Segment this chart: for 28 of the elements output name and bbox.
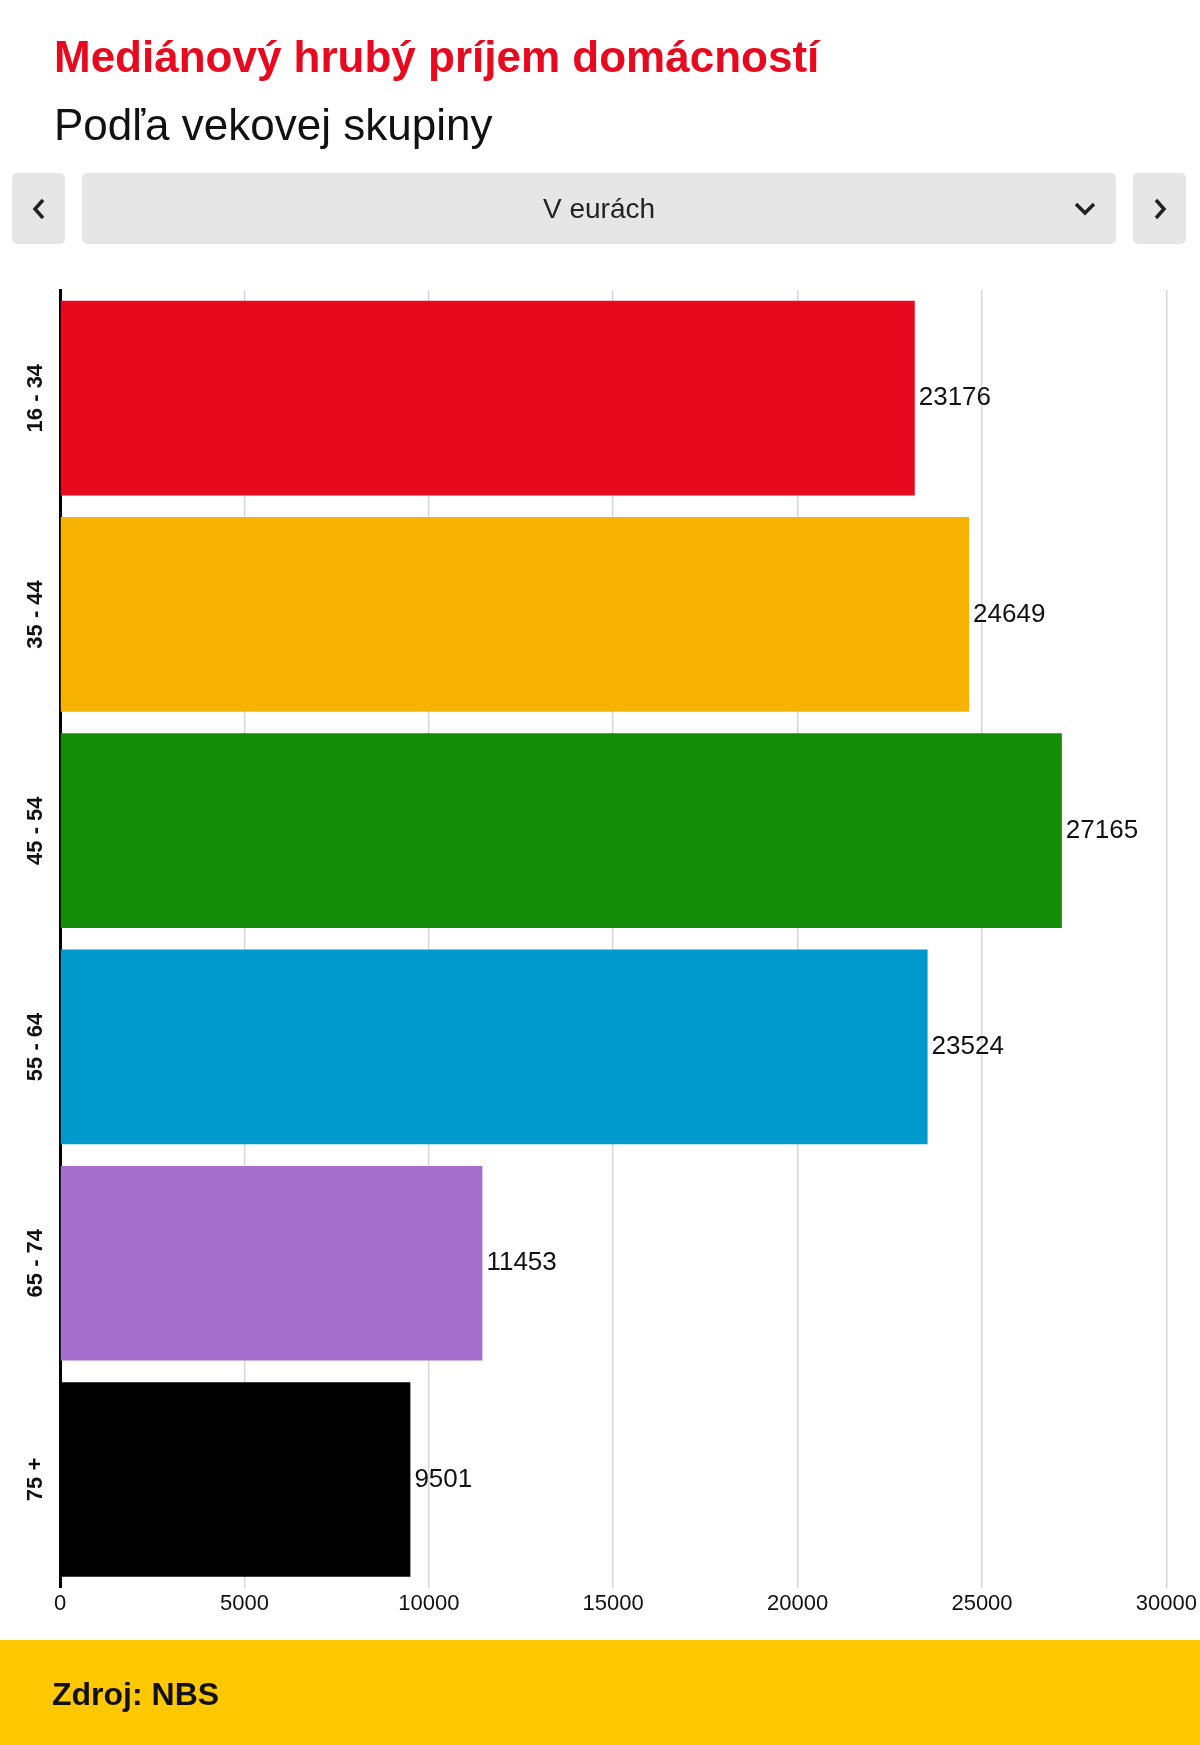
data-label: 23524 [931, 1030, 1004, 1061]
y-tick-label: 16 - 34 [22, 363, 48, 433]
y-tick-label: 45 - 54 [22, 795, 48, 865]
x-tick-label: 15000 [582, 1589, 644, 1615]
bar [60, 300, 915, 496]
bar [60, 1165, 483, 1361]
data-label: 27165 [1065, 813, 1139, 844]
y-tick-label: 35 - 44 [22, 579, 48, 649]
x-tick-label: 30000 [1135, 1589, 1198, 1615]
x-tick-label: 0 [53, 1589, 67, 1615]
x-tick-label: 5000 [219, 1589, 269, 1615]
chart-title: Mediánový hrubý príjem domácností [54, 32, 820, 82]
x-tick-label: 10000 [398, 1589, 460, 1615]
bar [60, 733, 1062, 928]
chart-subtitle: Podľa vekovej skupiny [54, 100, 493, 150]
y-tick-label: 55 - 64 [22, 1011, 48, 1082]
data-label: 23176 [918, 381, 992, 412]
x-tick-label: 20000 [767, 1589, 829, 1615]
bar [60, 949, 928, 1145]
data-label: 9501 [414, 1462, 473, 1493]
data-label: 24649 [973, 597, 1046, 628]
y-tick-label: 65 - 74 [22, 1228, 48, 1298]
bar [60, 517, 970, 712]
data-label: 11453 [486, 1246, 557, 1277]
dropdown-field: V eurách [82, 173, 1116, 244]
x-tick-label: 25000 [951, 1589, 1013, 1615]
y-tick-label: 75 + [22, 1457, 48, 1502]
text: Zdroj: NBS [52, 1676, 220, 1713]
